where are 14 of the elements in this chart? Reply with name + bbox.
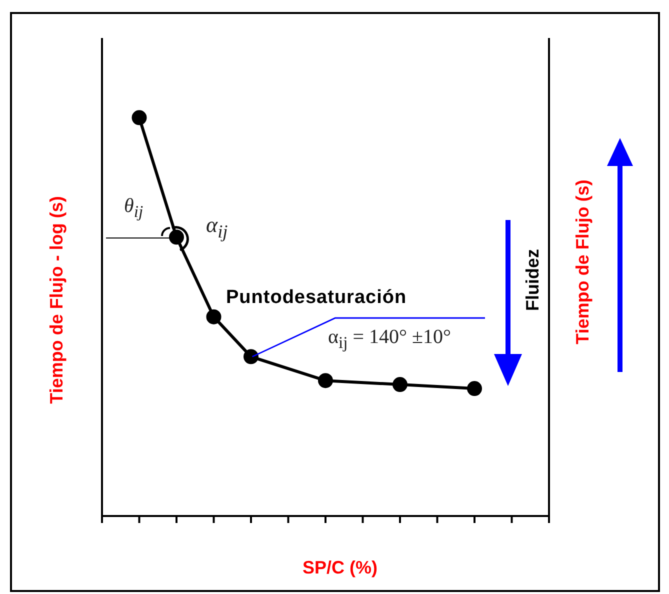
annotation: Puntodesaturación: [226, 287, 407, 309]
annotation: α$_{ij}$ = 140° ±10°: [328, 326, 452, 353]
text: Fluidez: [522, 249, 544, 311]
y2-axis-title: Tiempo de Flujo (s): [572, 180, 594, 344]
point: [244, 349, 258, 364]
point: [132, 110, 147, 126]
point: [206, 309, 222, 324]
x-axis-title: SP/C (%): [302, 558, 378, 578]
annotation: α$_{ij}$: [206, 212, 228, 242]
y-axis-title: Tiempo de Flujo - log (s): [46, 196, 68, 404]
annotation: θ$_{ij}$: [124, 195, 144, 222]
point: [467, 381, 482, 396]
point: [392, 377, 408, 392]
point: [318, 373, 333, 388]
